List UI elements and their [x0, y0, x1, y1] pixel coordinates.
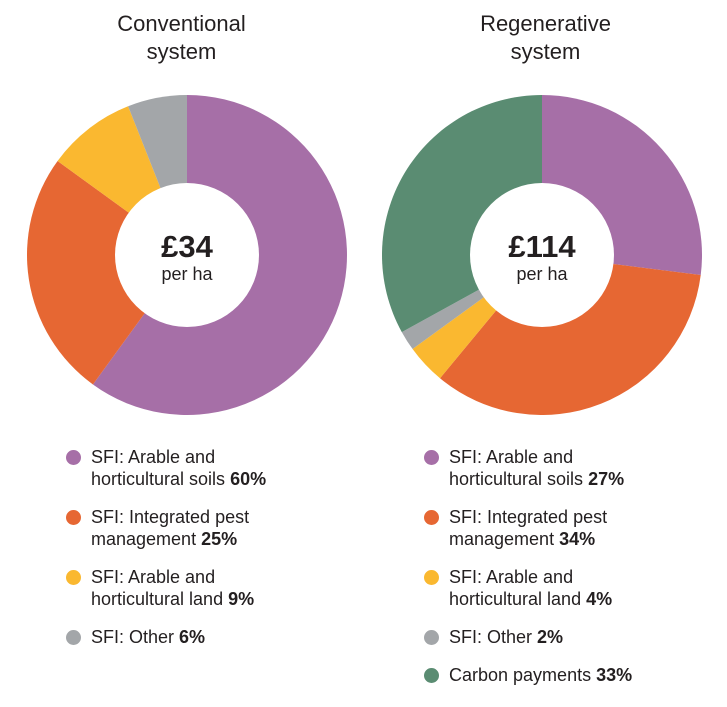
legend-item: SFI: Other 2%: [424, 626, 632, 648]
legend-swatch: [424, 510, 439, 525]
legend-label-text: management: [449, 529, 555, 549]
legend-label-text: horticultural soils: [449, 469, 584, 489]
legend-label: SFI: Integrated pest: [91, 507, 250, 527]
center-unit: per ha: [161, 264, 213, 284]
center-unit: per ha: [516, 264, 568, 284]
title-line: system: [146, 39, 217, 64]
legend-swatch: [66, 630, 81, 645]
legend-label: SFI: Arable and: [449, 567, 574, 587]
legend-label: management 34%: [449, 528, 632, 550]
legend-swatch: [424, 630, 439, 645]
legend-label: SFI: Integrated pest: [449, 507, 608, 527]
legend-swatch: [66, 570, 81, 585]
legend-item: SFI: Arable and horticultural soils 27%: [424, 446, 632, 490]
legend-percent: 33%: [596, 665, 633, 685]
legend-label-text: SFI: Other: [91, 627, 175, 647]
legend-percent: 27%: [588, 469, 625, 489]
legend-swatch: [66, 450, 81, 465]
legend-label: SFI: Other 6%: [91, 626, 266, 648]
legend-percent: 60%: [230, 469, 267, 489]
legend-percent: 25%: [201, 529, 238, 549]
legend-item: SFI: Arable and horticultural soils 60%: [66, 446, 266, 490]
legend-percent: 9%: [228, 589, 255, 609]
legend-label-text: Carbon payments: [449, 665, 592, 685]
title-line: Conventional: [117, 11, 246, 36]
legend-label: management 25%: [91, 528, 266, 550]
legend-item: SFI: Integrated pest management 34%: [424, 506, 632, 550]
legend-label: horticultural soils 27%: [449, 468, 632, 490]
legend-swatch: [424, 570, 439, 585]
donut-slice: [27, 160, 187, 385]
legend-label: SFI: Arable and: [91, 567, 216, 587]
legend-label: horticultural soils 60%: [91, 468, 266, 490]
legend-label-text: horticultural land: [91, 589, 224, 609]
regenerative-panel: Regenerative system £114 per ha SFI: Ara…: [364, 0, 727, 707]
conventional-panel: Conventional system £34 per ha SFI: Arab…: [0, 0, 363, 707]
legend-label-text: SFI: Other: [449, 627, 533, 647]
legend-label-text: management: [91, 529, 197, 549]
legend-label: Carbon payments 33%: [449, 664, 632, 686]
legend-label: SFI: Arable and: [449, 447, 574, 467]
legend-swatch: [424, 450, 439, 465]
legend-percent: 2%: [537, 627, 564, 647]
title-line: system: [510, 39, 581, 64]
legend: SFI: Arable and horticultural soils 60% SF…: [66, 446, 266, 664]
legend: SFI: Arable and horticultural soils 27% SF…: [424, 446, 632, 702]
donut-slice: [440, 255, 701, 415]
center-value: £114: [508, 229, 576, 264]
center-value: £34: [161, 229, 213, 264]
chart-title: Conventional system: [0, 10, 363, 66]
legend-item: SFI: Arable and horticultural land 9%: [66, 566, 266, 610]
donut-chart: £34 per ha: [27, 95, 347, 415]
legend-label: SFI: Arable and: [91, 447, 216, 467]
legend-percent: 6%: [179, 627, 206, 647]
chart-title: Regenerative system: [364, 10, 727, 66]
title-line: Regenerative: [480, 11, 611, 36]
legend-label-text: horticultural soils: [91, 469, 226, 489]
legend-label: SFI: Other 2%: [449, 626, 632, 648]
legend-item: SFI: Arable and horticultural land 4%: [424, 566, 632, 610]
legend-percent: 4%: [586, 589, 613, 609]
legend-item: Carbon payments 33%: [424, 664, 632, 686]
legend-item: SFI: Integrated pest management 25%: [66, 506, 266, 550]
legend-swatch: [424, 668, 439, 683]
legend-label: horticultural land 9%: [91, 588, 266, 610]
donut-chart: £114 per ha: [382, 95, 702, 415]
legend-swatch: [66, 510, 81, 525]
legend-item: SFI: Other 6%: [66, 626, 266, 648]
legend-label: horticultural land 4%: [449, 588, 632, 610]
legend-percent: 34%: [559, 529, 596, 549]
legend-label-text: horticultural land: [449, 589, 582, 609]
